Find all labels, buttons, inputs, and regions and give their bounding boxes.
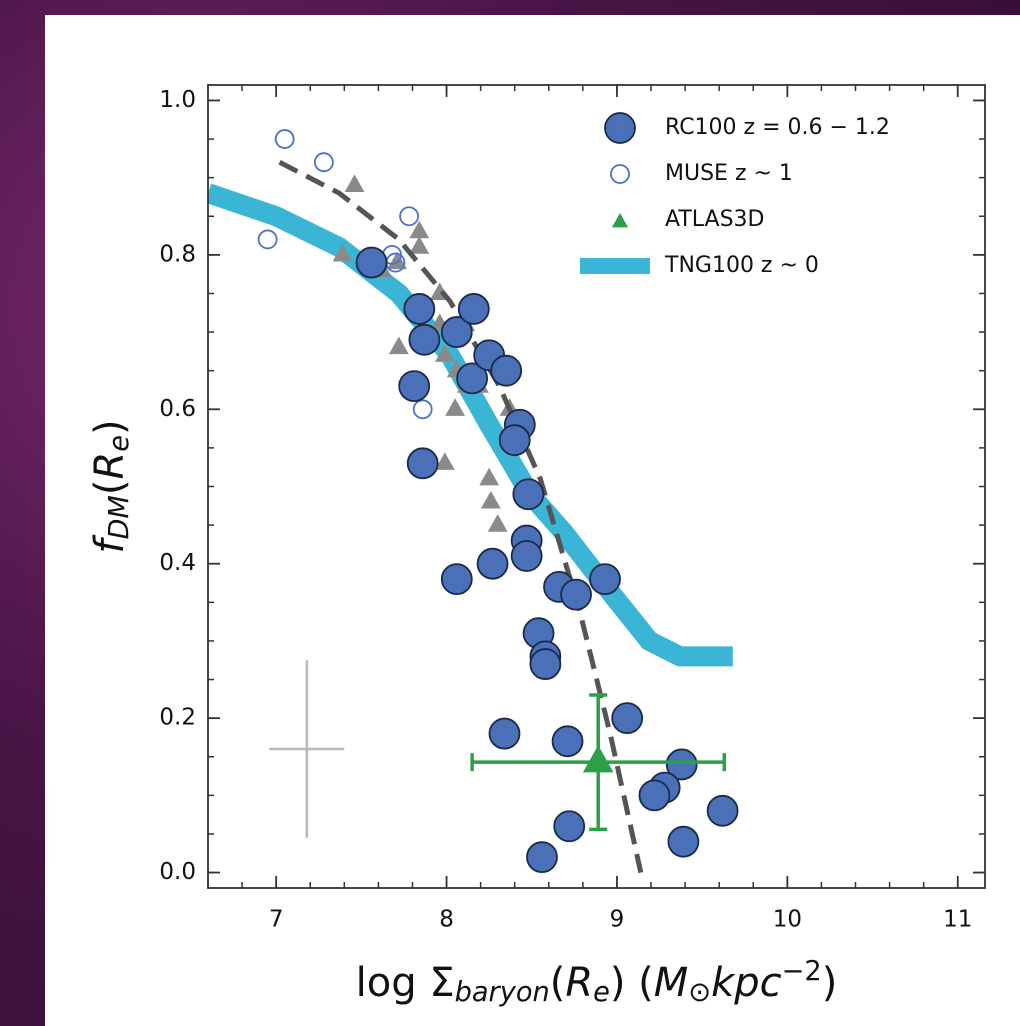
page: {"chart_data": { "type": "scatter", "xla… bbox=[0, 0, 1020, 1026]
label-part: ( bbox=[87, 480, 133, 496]
rc100-point bbox=[612, 703, 642, 733]
atlas3d-point bbox=[389, 337, 409, 355]
rc100-point bbox=[442, 564, 472, 594]
y-tick-label: 0.0 bbox=[159, 859, 196, 885]
rc100-point bbox=[357, 248, 387, 278]
chart: 78910110.00.20.40.60.81.0log Σbaryon(Re)… bbox=[0, 0, 1020, 1026]
muse-point bbox=[400, 207, 418, 225]
y-tick-label: 0.6 bbox=[159, 396, 196, 422]
rc100-point bbox=[513, 479, 543, 509]
rc100-point bbox=[639, 780, 669, 810]
x-tick-label: 9 bbox=[610, 907, 625, 933]
label-part: ) ( bbox=[610, 960, 654, 1006]
rc100-point bbox=[708, 796, 738, 826]
x-tick-label: 8 bbox=[439, 907, 454, 933]
label-part: ) bbox=[87, 419, 133, 435]
label-part: ( bbox=[550, 960, 566, 1006]
muse-point bbox=[414, 400, 432, 418]
y-tick-label: 0.2 bbox=[159, 705, 196, 731]
legend-marker bbox=[605, 113, 635, 143]
label-part: R bbox=[87, 452, 133, 480]
label-part: ⊙ bbox=[688, 977, 711, 1008]
label-part: ) bbox=[822, 960, 838, 1006]
x-tick-label: 7 bbox=[269, 907, 284, 933]
label-part: R bbox=[565, 960, 593, 1006]
atlas3d-point bbox=[409, 221, 429, 239]
muse-point bbox=[259, 230, 277, 248]
rc100-point bbox=[404, 294, 434, 324]
rc100-point bbox=[409, 325, 439, 355]
rc100-point bbox=[478, 549, 508, 579]
muse-point bbox=[315, 153, 333, 171]
atlas3d-point bbox=[409, 236, 429, 254]
muse-point bbox=[276, 130, 294, 148]
rc100-point bbox=[512, 541, 542, 571]
legend-label: TNG100 z ~ 0 bbox=[664, 253, 819, 278]
rc100-point bbox=[491, 356, 521, 386]
label-part: kpc bbox=[711, 960, 782, 1006]
rc100-point bbox=[408, 448, 438, 478]
y-tick-label: 1.0 bbox=[159, 87, 196, 113]
rc100-point bbox=[554, 811, 584, 841]
rc100-point bbox=[527, 842, 557, 872]
atlas3d-point bbox=[488, 514, 508, 532]
rc100-point bbox=[590, 564, 620, 594]
label-part: M bbox=[654, 960, 689, 1006]
atlas3d-point bbox=[445, 398, 465, 416]
legend-marker bbox=[612, 213, 628, 227]
legend-marker bbox=[611, 165, 629, 183]
rc100-point bbox=[500, 425, 530, 455]
mean-point bbox=[583, 745, 614, 772]
rc100-point bbox=[553, 726, 583, 756]
rc100-point bbox=[489, 719, 519, 749]
rc100-point bbox=[459, 294, 489, 324]
rc100-point bbox=[561, 580, 591, 610]
atlas3d-point bbox=[481, 491, 501, 509]
x-axis-label: log Σbaryon(Re) (M⊙kpc−2) bbox=[356, 956, 838, 1007]
rc100-point bbox=[399, 371, 429, 401]
x-tick-label: 11 bbox=[943, 907, 972, 933]
y-tick-label: 0.8 bbox=[159, 241, 196, 267]
label-part: DM bbox=[104, 495, 135, 539]
legend-label: RC100 z = 0.6 − 1.2 bbox=[665, 115, 890, 140]
label-part: baryon bbox=[455, 977, 550, 1008]
x-tick-label: 10 bbox=[773, 907, 802, 933]
atlas3d-point bbox=[345, 174, 365, 192]
legend-label: ATLAS3D bbox=[665, 207, 765, 232]
label-part: e bbox=[104, 435, 135, 452]
y-axis-label: fDM(Re) bbox=[87, 419, 135, 553]
atlas3d-point bbox=[479, 468, 499, 486]
rc100-point bbox=[668, 827, 698, 857]
label-part: log Σ bbox=[356, 960, 455, 1006]
label-part: e bbox=[593, 977, 610, 1008]
rc100-point bbox=[530, 649, 560, 679]
legend-label: MUSE z ~ 1 bbox=[665, 161, 793, 186]
y-tick-label: 0.4 bbox=[159, 550, 196, 576]
label-part: −2 bbox=[782, 956, 822, 987]
